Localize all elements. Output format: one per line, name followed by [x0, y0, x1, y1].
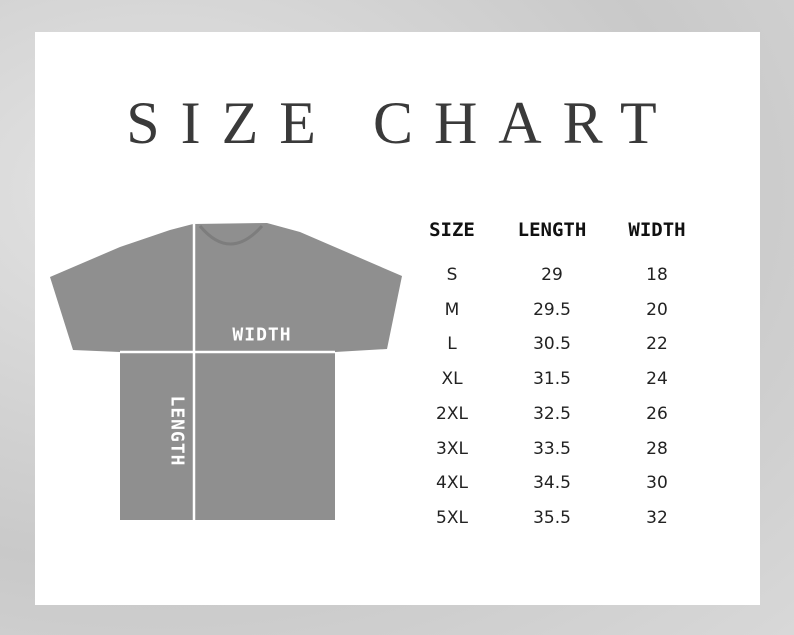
- column-header: WIDTH: [628, 219, 686, 241]
- length-cell: 29.5: [533, 299, 571, 320]
- width-cell: 26: [646, 403, 668, 424]
- size-cell: L: [447, 334, 457, 355]
- width-label: WIDTH: [232, 324, 292, 346]
- length-cell: 30.5: [533, 334, 571, 355]
- column-header: SIZE: [429, 219, 475, 241]
- width-cell: 24: [646, 369, 668, 390]
- width-cell: 30: [646, 473, 668, 494]
- width-cell: 18: [646, 265, 668, 285]
- size-cell: M: [444, 299, 460, 320]
- length-cell: 35.5: [533, 507, 571, 528]
- size-cell: 5XL: [436, 507, 468, 528]
- page-title: SIZE CHART: [126, 90, 678, 156]
- size-cell: XL: [441, 369, 463, 390]
- size-cell: S: [446, 265, 458, 285]
- length-label: LENGTH: [166, 395, 188, 467]
- width-cell: 28: [646, 438, 668, 459]
- collar: [198, 225, 264, 246]
- length-cell: 33.5: [533, 438, 571, 459]
- column-header: LENGTH: [517, 219, 587, 241]
- width-cell: 32: [646, 507, 668, 528]
- tshirt-image: [50, 223, 402, 520]
- length-cell: 31.5: [533, 369, 571, 390]
- length-cell: 32.5: [533, 403, 571, 424]
- size-cell: 2XL: [436, 403, 468, 424]
- size-cell: 4XL: [436, 473, 468, 494]
- width-cell: 22: [646, 334, 668, 355]
- length-cell: 34.5: [533, 473, 571, 494]
- length-cell: 29: [541, 265, 563, 285]
- width-cell: 20: [646, 299, 668, 320]
- size-cell: 3XL: [436, 438, 468, 459]
